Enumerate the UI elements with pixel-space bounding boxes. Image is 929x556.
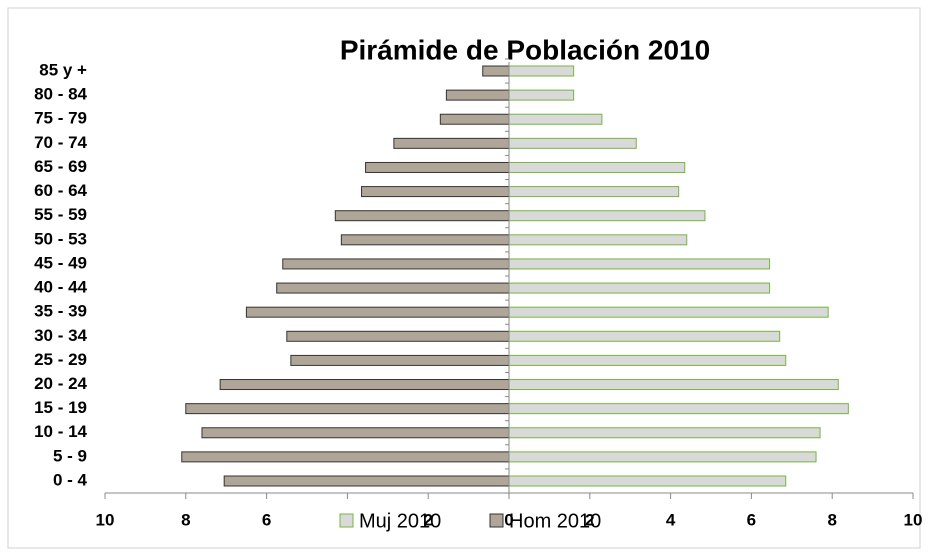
y-tick-label: 30 - 34 (34, 326, 87, 345)
x-tick-label: 6 (262, 510, 271, 529)
bar (508, 475, 787, 487)
chart-frame (7, 7, 921, 549)
y-tick-label: 65 - 69 (34, 157, 87, 176)
x-tick-label: 2 (423, 510, 432, 529)
bar (334, 210, 510, 222)
bar (286, 330, 510, 342)
bar (508, 258, 771, 270)
x-tick-label: 8 (181, 510, 190, 529)
bar (508, 161, 686, 173)
bar (276, 282, 510, 294)
bar (508, 89, 575, 101)
bar (508, 65, 575, 77)
y-tick-label: 60 - 64 (34, 181, 87, 200)
chart-title: Pirámide de Población 2010 (340, 34, 710, 65)
bar (181, 451, 510, 463)
legend-swatch (339, 513, 354, 528)
bar (508, 282, 771, 294)
bar (393, 137, 510, 149)
x-tick-label: 8 (827, 510, 836, 529)
y-tick-label: 20 - 24 (34, 374, 87, 393)
bar (508, 234, 688, 246)
legend-swatch (489, 513, 504, 528)
y-tick-label: 15 - 19 (34, 398, 87, 417)
bar (439, 113, 510, 125)
bar (508, 113, 603, 125)
y-tick-label: 80 - 84 (34, 85, 87, 104)
y-tick-label: 55 - 59 (34, 205, 87, 224)
bar (223, 475, 510, 487)
bar (508, 451, 817, 463)
bar (508, 210, 706, 222)
x-tick-label: 10 (96, 510, 115, 529)
y-tick-label: 10 - 14 (34, 422, 87, 441)
bar (201, 427, 510, 439)
legend-label: Hom 2010 (509, 510, 601, 532)
y-tick-label: 45 - 49 (34, 253, 87, 272)
x-tick-label: 0 (504, 510, 513, 529)
bar (508, 403, 849, 415)
x-tick-label: 2 (585, 510, 594, 529)
bar (282, 258, 510, 270)
x-tick-label: 10 (904, 510, 923, 529)
bar (245, 306, 510, 318)
bar (185, 403, 510, 415)
y-tick-label: 50 - 53 (34, 229, 87, 248)
bar (508, 186, 680, 198)
y-tick-label: 35 - 39 (34, 302, 87, 321)
bar (219, 379, 510, 391)
y-tick-label: 75 - 79 (34, 109, 87, 128)
bar (508, 306, 829, 318)
bar (508, 137, 637, 149)
legend-label: Muj 2010 (359, 510, 441, 532)
bar (340, 234, 510, 246)
bar (361, 186, 510, 198)
y-tick-label: 0 - 4 (53, 470, 88, 489)
bar (508, 330, 781, 342)
bar (508, 379, 839, 391)
bar (445, 89, 510, 101)
y-tick-label: 5 - 9 (53, 446, 87, 465)
bar (365, 161, 510, 173)
y-tick-label: 85 y + (39, 60, 87, 79)
y-tick-label: 40 - 44 (34, 278, 87, 297)
bar (508, 354, 787, 366)
bar (482, 65, 510, 77)
bar (508, 427, 821, 439)
x-tick-label: 6 (747, 510, 756, 529)
y-tick-label: 70 - 74 (34, 133, 87, 152)
x-tick-label: 4 (666, 510, 676, 529)
y-tick-label: 25 - 29 (34, 350, 87, 369)
bar (290, 354, 510, 366)
